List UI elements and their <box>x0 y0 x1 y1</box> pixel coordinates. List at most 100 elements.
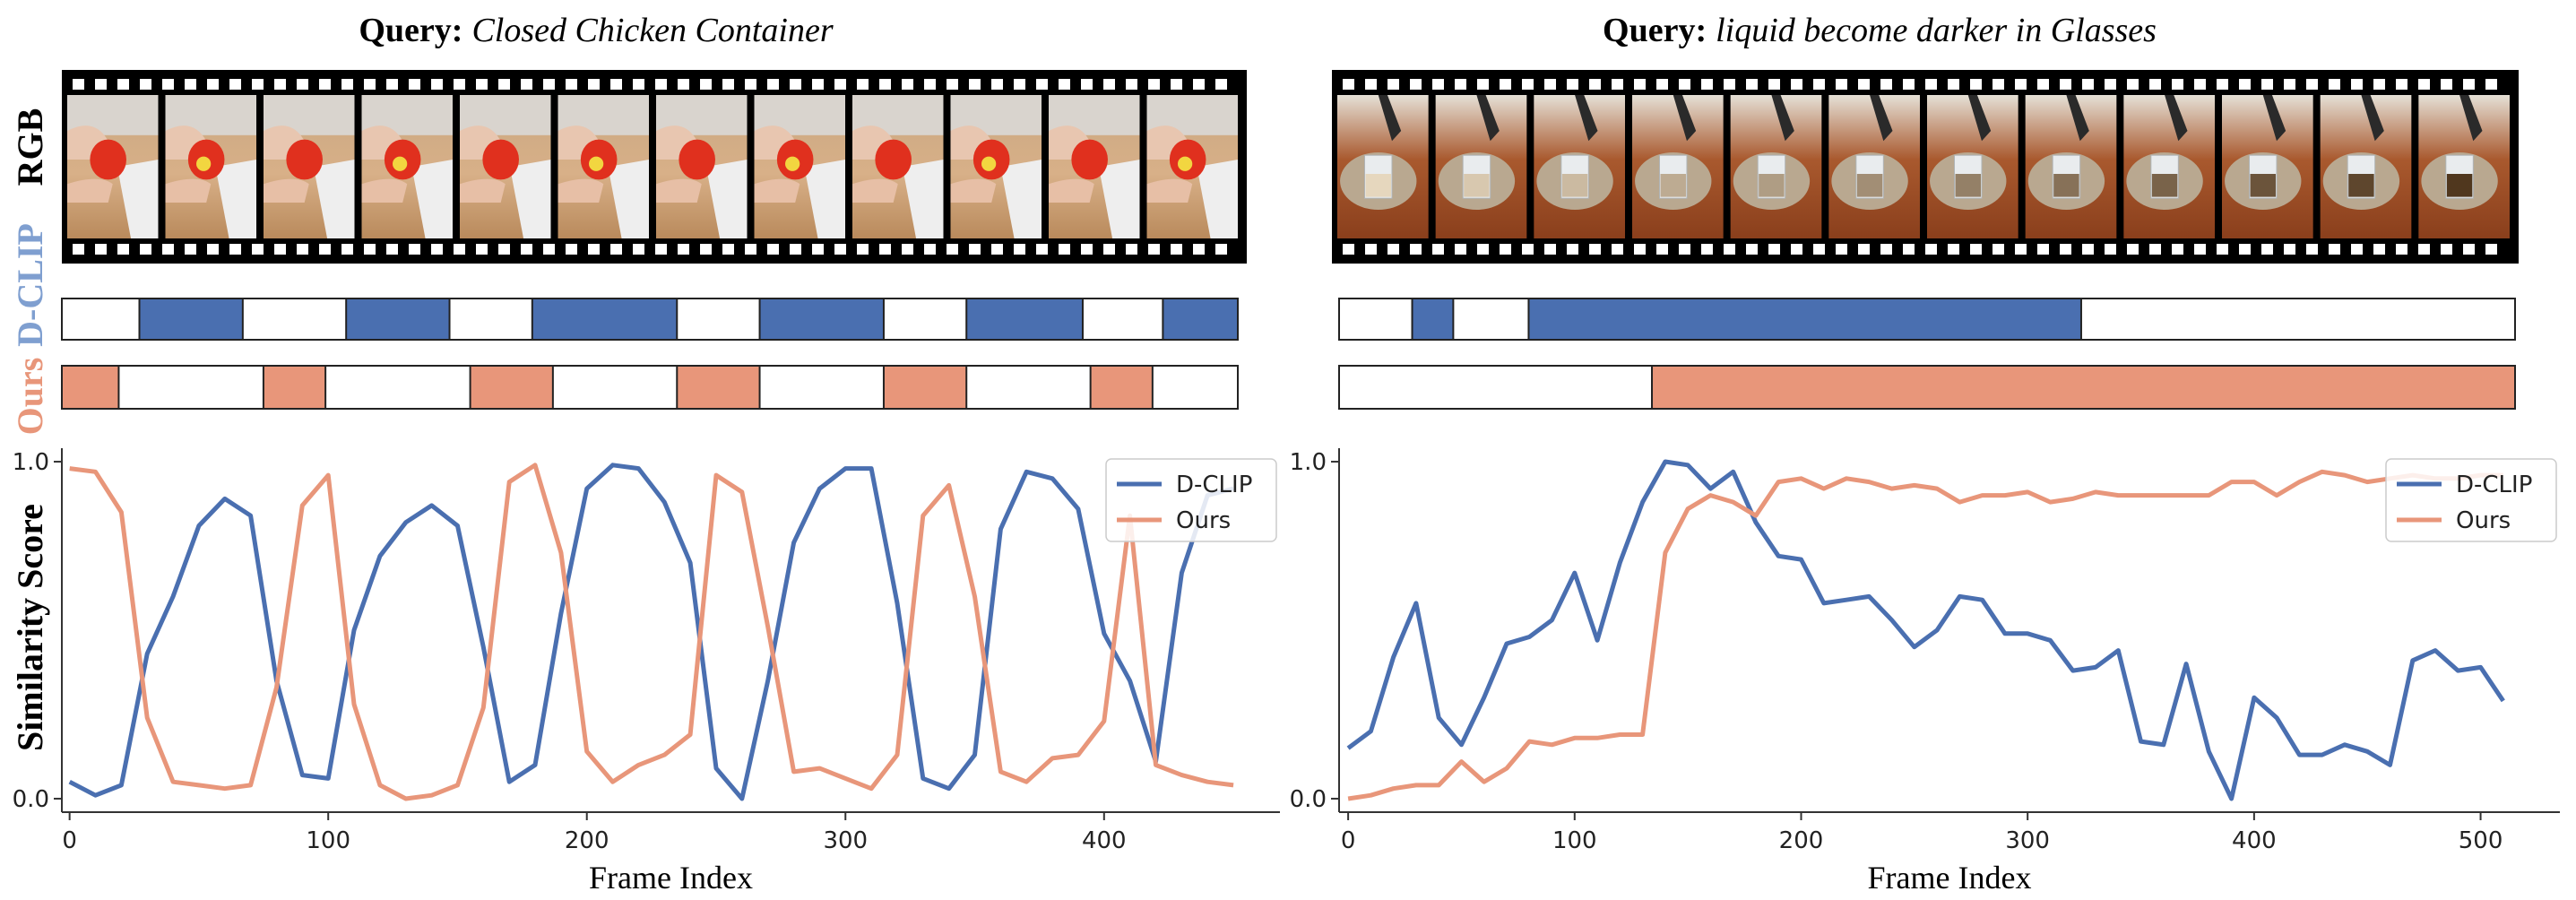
sprocket-hole <box>924 79 936 90</box>
film-strip-right <box>1332 70 2519 264</box>
sprocket-hole <box>2239 79 2251 90</box>
sprocket-hole <box>207 79 219 90</box>
y-tick-label: 0.0 <box>13 786 49 813</box>
sprocket-hole <box>1567 79 1578 90</box>
sprocket-hole <box>73 244 84 255</box>
sprocket-hole <box>924 244 936 255</box>
sprocket-hole <box>722 244 734 255</box>
sprocket-hole <box>2329 79 2340 90</box>
sprocket-hole <box>2463 79 2475 90</box>
sprocket-hole <box>2037 79 2049 90</box>
sprocket-hole <box>566 244 577 255</box>
video-frame <box>1337 95 1429 238</box>
sprocket-hole <box>2194 79 2206 90</box>
sprocket-hole <box>745 79 756 90</box>
sprocket-hole <box>1813 79 1825 90</box>
sprocket-hole <box>834 79 846 90</box>
sprocket-hole <box>1103 244 1115 255</box>
sprocket-hole <box>364 244 376 255</box>
sprocket-hole <box>1500 244 1511 255</box>
series-line-ours <box>1347 469 2503 801</box>
sprocket-hole <box>1215 79 1227 90</box>
legend-entry: Ours <box>1176 507 1231 534</box>
sprocket-hole <box>1858 244 1870 255</box>
x-tick-label: 300 <box>823 827 868 854</box>
sprocket-hole <box>1858 79 1870 90</box>
sprocket-hole <box>1522 244 1534 255</box>
sprocket-hole <box>1081 244 1093 255</box>
sprocket-hole <box>319 244 331 255</box>
row-label-ours: Ours <box>10 358 50 436</box>
sprocket-hole <box>140 244 151 255</box>
sprocket-hole <box>319 79 331 90</box>
similarity-chart-left: 0 100 200 300 400 0.0 1.0 Frame Index D-CLIP Ours <box>13 448 1280 896</box>
sprocket-hole <box>566 79 577 90</box>
sprocket-hole <box>1836 244 1847 255</box>
sprocket-hole <box>879 244 891 255</box>
video-frame <box>2123 95 2215 238</box>
ours-segment <box>262 365 327 410</box>
video-frame <box>2320 95 2412 238</box>
dclip-segment <box>345 298 451 341</box>
sprocket-hole <box>1634 79 1646 90</box>
series-line-d-clip <box>1346 459 2505 801</box>
sprocket-hole <box>1679 79 1690 90</box>
sprocket-hole <box>1948 244 1959 255</box>
sprocket-hole <box>1410 79 1422 90</box>
sprocket-hole <box>2261 79 2273 90</box>
sprocket-hole <box>1014 244 1025 255</box>
row-label-dclip: D-CLIP <box>10 223 50 347</box>
video-frame <box>165 95 256 238</box>
dclip-segment <box>1411 298 1455 341</box>
sprocket-hole <box>229 244 241 255</box>
query-prefix-left: Query: <box>359 12 462 49</box>
sprocket-hole <box>1126 244 1137 255</box>
sprocket-hole <box>1544 79 1556 90</box>
video-frame <box>2025 95 2117 238</box>
sprocket-hole <box>431 244 443 255</box>
sprocket-hole <box>162 244 174 255</box>
segment-bars-right <box>1338 298 2516 410</box>
x-tick-label: 100 <box>1552 827 1597 854</box>
sprocket-hole <box>521 79 532 90</box>
x-tick-label: 100 <box>306 827 350 854</box>
video-frame <box>1435 95 1527 238</box>
sprocket-hole <box>1215 244 1227 255</box>
sprocket-hole <box>610 244 622 255</box>
sprocket-hole <box>2351 79 2363 90</box>
video-frame <box>264 95 355 238</box>
sprocket-hole <box>2015 244 2027 255</box>
sprocket-hole <box>476 79 488 90</box>
sprocket-hole <box>1634 244 1646 255</box>
sprocket-hole <box>2441 244 2452 255</box>
dclip-segment <box>965 298 1084 341</box>
video-frame <box>2222 95 2313 238</box>
sprocket-hole <box>969 79 981 90</box>
sprocket-hole <box>498 79 510 90</box>
film-strip-left <box>62 70 1247 264</box>
video-frame <box>2418 95 2510 238</box>
sprocket-hole <box>2396 79 2407 90</box>
sprocket-hole <box>117 244 129 255</box>
sprocket-hole <box>1612 244 1623 255</box>
sprocket-hole <box>1768 244 1780 255</box>
sprocket-hole <box>454 244 465 255</box>
sprocket-hole <box>1589 79 1601 90</box>
sprocket-hole <box>2172 79 2183 90</box>
sprocket-hole <box>2217 244 2228 255</box>
x-tick-label: 300 <box>2005 827 2050 854</box>
sprocket-hole <box>2284 244 2295 255</box>
sprocket-hole <box>1103 79 1115 90</box>
sprocket-hole <box>1432 79 1444 90</box>
sprocket-hole <box>2329 244 2340 255</box>
video-frame <box>67 95 159 238</box>
video-frame <box>558 95 649 238</box>
sprocket-hole <box>140 79 151 90</box>
sprocket-hole <box>364 79 376 90</box>
x-tick-label: 0 <box>1341 827 1356 854</box>
sprocket-hole <box>2060 244 2071 255</box>
query-title-right: Query: liquid become darker in Glasses <box>1603 12 2157 49</box>
sprocket-hole <box>341 244 353 255</box>
x-tick-label: 0 <box>62 827 77 854</box>
